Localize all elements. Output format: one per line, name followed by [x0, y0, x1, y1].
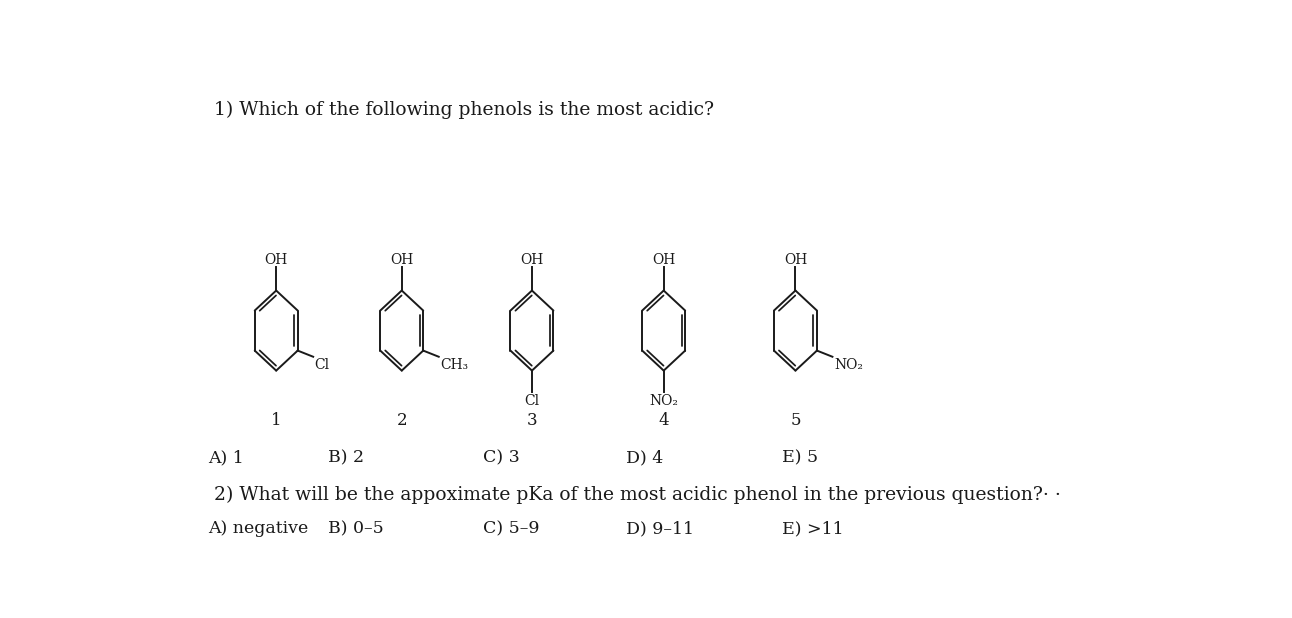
Text: 4: 4	[659, 412, 669, 429]
Text: NO₂: NO₂	[833, 358, 863, 372]
Text: 1: 1	[271, 412, 282, 429]
Text: OH: OH	[265, 253, 288, 266]
Text: B) 2: B) 2	[328, 449, 364, 466]
Text: NO₂: NO₂	[649, 394, 678, 408]
Text: E) 5: E) 5	[782, 449, 818, 466]
Text: A) negative: A) negative	[208, 520, 309, 537]
Text: OH: OH	[652, 253, 676, 266]
Text: A) 1: A) 1	[208, 449, 244, 466]
Text: OH: OH	[784, 253, 808, 266]
Text: 5: 5	[791, 412, 801, 429]
Text: OH: OH	[390, 253, 413, 266]
Text: Cl: Cl	[525, 394, 540, 408]
Text: 1) Which of the following phenols is the most acidic?: 1) Which of the following phenols is the…	[214, 101, 714, 119]
Text: 2: 2	[397, 412, 407, 429]
Text: E) >11: E) >11	[782, 520, 844, 537]
Text: B) 0–5: B) 0–5	[328, 520, 384, 537]
Text: C) 3: C) 3	[483, 449, 519, 466]
Text: 2) What will be the appoximate pKa of the most acidic phenol in the previous que: 2) What will be the appoximate pKa of th…	[214, 486, 1061, 504]
Text: D) 9–11: D) 9–11	[627, 520, 695, 537]
Text: D) 4: D) 4	[627, 449, 664, 466]
Text: 3: 3	[527, 412, 537, 429]
Text: C) 5–9: C) 5–9	[483, 520, 540, 537]
Text: CH₃: CH₃	[441, 358, 469, 372]
Text: Cl: Cl	[315, 358, 329, 372]
Text: OH: OH	[521, 253, 544, 266]
